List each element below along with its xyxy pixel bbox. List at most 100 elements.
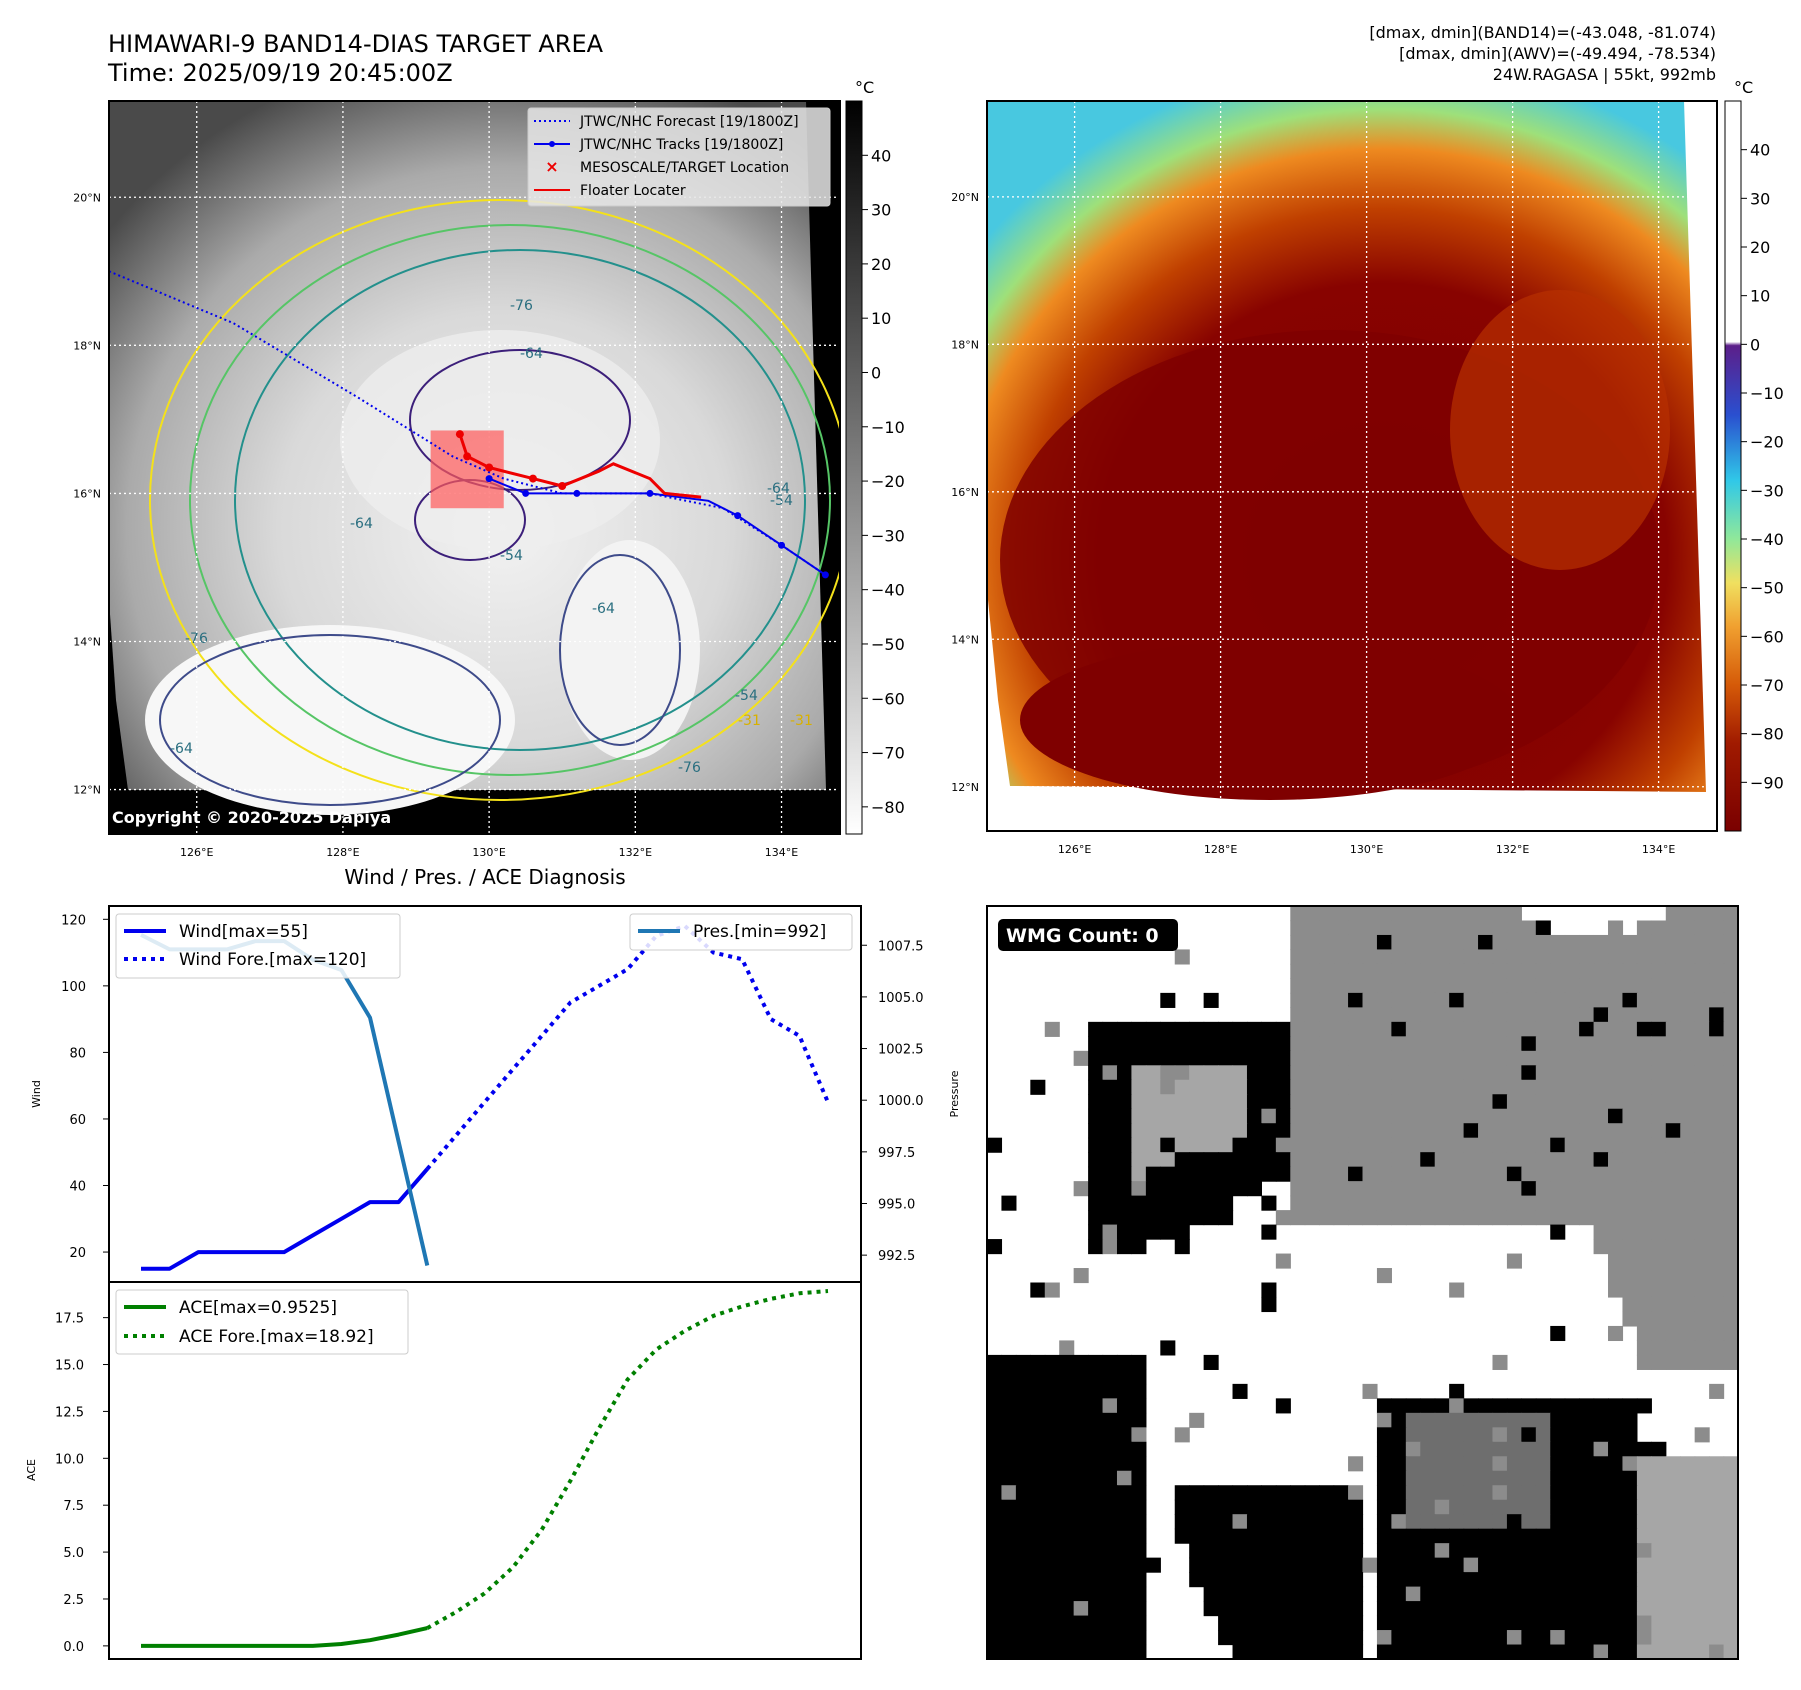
wmg-cell xyxy=(1116,1412,1133,1428)
wmg-cell xyxy=(1304,1572,1320,1588)
wmg-cell xyxy=(1319,1195,1335,1211)
wmg-cell xyxy=(1478,1557,1494,1573)
floater-marker xyxy=(463,452,472,461)
wmg-cell xyxy=(1102,1572,1118,1588)
wmg-cell xyxy=(1131,1514,1147,1530)
wmg-cell xyxy=(987,1441,1003,1457)
wmg-cell xyxy=(1680,1123,1696,1139)
wmg-cell xyxy=(1319,1499,1335,1515)
wmg-cell xyxy=(1319,1152,1335,1168)
wmg-cell xyxy=(1694,1427,1710,1443)
wmg-cell xyxy=(1203,1514,1219,1530)
colorbar-tick-label: 30 xyxy=(871,201,891,220)
wmg-cell xyxy=(1405,1630,1421,1646)
wmg-cell xyxy=(1015,1601,1031,1617)
wmg-cell xyxy=(1694,1499,1710,1515)
wmg-cell xyxy=(1680,1210,1696,1226)
wmg-cell xyxy=(1348,1166,1364,1182)
wmg-cell xyxy=(1694,1296,1710,1313)
wmg-cell xyxy=(1694,1021,1710,1037)
wmg-cell xyxy=(1261,1195,1277,1211)
wmg-cell xyxy=(1680,1021,1696,1037)
wmg-cell xyxy=(1651,1166,1667,1182)
wmg-cell xyxy=(1304,1210,1320,1226)
wmg-cell xyxy=(1636,1253,1652,1269)
wmg-cell xyxy=(1261,1586,1277,1602)
wmg-cell xyxy=(1492,1108,1508,1124)
wmg-cell xyxy=(1564,1065,1580,1081)
wmg-cell xyxy=(1362,1137,1378,1153)
wmg-cell xyxy=(1636,1311,1652,1327)
wmg-cell xyxy=(1636,1470,1652,1486)
wmg-cell xyxy=(1319,963,1335,979)
wmg-cell xyxy=(1608,934,1624,951)
wmg-cell xyxy=(1015,1369,1031,1385)
wmg-cell xyxy=(1564,1456,1580,1472)
wmg-cell xyxy=(1709,1036,1725,1052)
wmg-cell xyxy=(1449,1137,1465,1153)
wmg-cell xyxy=(1579,963,1595,979)
wmg-cell xyxy=(1694,1268,1710,1284)
wmg-cell xyxy=(1174,1514,1190,1530)
wmg-cell xyxy=(1232,1630,1248,1646)
wmg-cell xyxy=(1506,1036,1522,1052)
wmg-cell xyxy=(1391,1137,1407,1153)
wmg-cell xyxy=(1665,1572,1681,1588)
wmg-cell xyxy=(1362,978,1378,994)
wmg-cell xyxy=(1651,1050,1667,1066)
wmg-cell xyxy=(1709,1470,1725,1486)
wmg-cell xyxy=(1246,1514,1262,1530)
wmg-cell xyxy=(1593,1586,1609,1602)
wmg-cell xyxy=(987,1514,1003,1530)
wmg-cell xyxy=(1405,920,1421,936)
wmg-cell xyxy=(1521,1036,1537,1052)
pres-legend-box xyxy=(629,913,853,951)
wmg-cell xyxy=(1622,1253,1638,1269)
wmg-cell xyxy=(1203,1586,1219,1602)
wmg-cell xyxy=(1405,1065,1421,1081)
ace-tick-label: 10.0 xyxy=(55,1452,84,1467)
wmg-cell xyxy=(1376,1601,1392,1617)
wmg-cell xyxy=(1391,1108,1407,1124)
wmg-cell xyxy=(1723,1210,1739,1226)
wmg-cell xyxy=(1015,1615,1031,1631)
wmg-cell xyxy=(1564,1615,1580,1631)
wmg-cell xyxy=(1463,1079,1479,1095)
wmg-cell xyxy=(1723,1007,1739,1023)
wmg-cell xyxy=(1376,1615,1392,1631)
wmg-cell xyxy=(1391,1021,1407,1037)
wmg-cell xyxy=(1550,934,1566,951)
wmg-cell xyxy=(1723,1036,1739,1052)
wmg-cell xyxy=(1579,1441,1595,1457)
wmg-cell xyxy=(1348,920,1364,936)
wmg-cell xyxy=(1405,1166,1421,1182)
wmg-cell xyxy=(1001,1195,1017,1211)
wmg-cell xyxy=(1709,963,1725,979)
wmg-cell xyxy=(1348,963,1364,979)
awv-lon-labels: 126°E 128°E 130°E 132°E 134°E xyxy=(1058,843,1675,856)
wmg-cell xyxy=(1319,1572,1335,1588)
wmg-cell xyxy=(1145,1065,1161,1081)
wmg-cell xyxy=(1680,1253,1696,1269)
wmg-cell xyxy=(1579,934,1595,951)
wmg-cell xyxy=(1723,1644,1739,1660)
wmg-cell xyxy=(1478,1615,1494,1631)
wmg-cell xyxy=(1304,920,1320,936)
wmg-cell xyxy=(1463,1195,1479,1211)
wmg-cell xyxy=(1449,1152,1465,1168)
wmg-cell xyxy=(1564,1572,1580,1588)
wmg-cell xyxy=(1593,1079,1609,1095)
wmg-cell xyxy=(1463,906,1479,922)
wmg-cell xyxy=(1290,1079,1306,1095)
wmg-cell xyxy=(1174,1065,1190,1081)
wmg-cell xyxy=(1651,1354,1667,1370)
wmg-cell xyxy=(1709,1224,1725,1240)
wmg-cell xyxy=(1362,1108,1378,1124)
series-line-ace xyxy=(141,1626,428,1648)
wmg-cell xyxy=(1116,1528,1133,1544)
wmg-cell xyxy=(1564,1485,1580,1501)
wmg-cell xyxy=(1304,906,1320,922)
wmg-cell xyxy=(1304,978,1320,994)
wmg-cell xyxy=(1680,978,1696,994)
